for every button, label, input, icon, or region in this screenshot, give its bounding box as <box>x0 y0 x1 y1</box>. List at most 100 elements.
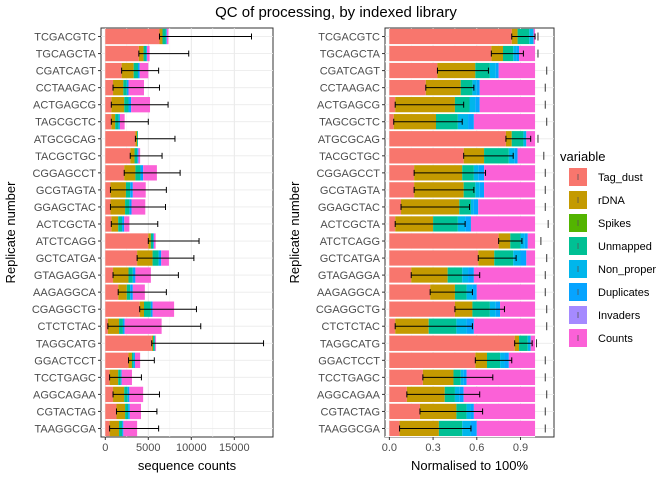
legend-entry-label: rDNA <box>598 195 626 207</box>
legend-entry-label: Invaders <box>598 310 641 322</box>
bar-segment <box>480 182 484 197</box>
bar-segment <box>389 284 430 299</box>
legend-entry-label: Unmapped <box>598 241 652 253</box>
y-tick-label: GTAGAGGA <box>34 270 97 282</box>
bar-segment <box>468 114 474 129</box>
y-tick-label: GCTCATGA <box>36 253 97 265</box>
bar-segment <box>389 80 425 95</box>
y-tick-label: ACTGAGCG <box>33 100 96 112</box>
bar-segment <box>389 29 511 44</box>
bar-segment <box>484 182 535 197</box>
bar-segment <box>520 250 526 265</box>
bar-segment <box>105 302 139 317</box>
bar-segment <box>105 114 111 129</box>
bar-segment <box>490 63 496 78</box>
panel-normalised: TCGACGTCTGCAGCTACGATCAGTCCTAAGACACTGAGCG… <box>287 28 554 473</box>
bar-segment <box>105 131 135 146</box>
bar-segment <box>389 114 393 129</box>
bar-segment <box>389 199 401 214</box>
bar-segment <box>389 370 423 385</box>
x-tick-label: 0.0 <box>382 442 397 454</box>
y-tick-label: GCTCATGA <box>320 253 381 265</box>
bar-segment <box>105 97 111 112</box>
bar-segment <box>389 353 475 368</box>
bar-segment <box>389 267 411 282</box>
bar-segment <box>389 250 478 265</box>
y-axis-label: Replicate number <box>3 181 18 284</box>
panel-sequence-counts: TCGACGTCTGCAGCTACGATCAGTCCTAAGACACTGAGCG… <box>3 28 273 473</box>
y-tick-label: CGTACTAG <box>37 406 96 418</box>
y-tick-label: CGTACTAG <box>321 406 380 418</box>
y-tick-label: ATCTCAGG <box>36 236 96 248</box>
bar-segment <box>471 199 474 214</box>
bar-segment <box>472 284 476 299</box>
bar-segment <box>389 46 491 61</box>
bar-segment <box>105 353 128 368</box>
legend-entry-label: Non_proper <box>598 264 656 276</box>
y-tick-label: ATGCGCAG <box>34 134 96 146</box>
y-tick-label: TAAGGCGA <box>34 423 96 435</box>
y-tick-label: CGAGGCTG <box>32 304 96 316</box>
bar-segment <box>389 148 463 163</box>
bar-segment <box>478 199 535 214</box>
y-tick-label: TCCTGAGC <box>34 372 96 384</box>
y-tick-label: TAGGCATG <box>320 338 380 350</box>
y-tick-label: CTCTCTAC <box>322 321 381 333</box>
x-tick-label: 15000 <box>219 442 250 454</box>
bar-segment <box>105 46 139 61</box>
bar-segment <box>105 250 137 265</box>
bar-segment <box>105 63 121 78</box>
bar-segment <box>499 63 535 78</box>
legend-entry-label: Counts <box>598 333 633 345</box>
bar-segment <box>105 387 113 402</box>
bar-segment <box>389 421 399 436</box>
bar-segment <box>470 97 476 112</box>
bar-segment <box>526 250 535 265</box>
y-tick-label: TGCAGCTA <box>320 49 381 61</box>
bar-segment <box>474 267 535 282</box>
legend-entry-label: Spikes <box>598 218 632 230</box>
bar-segment <box>105 233 148 248</box>
bar-segment <box>389 302 455 317</box>
bar-segment <box>389 97 395 112</box>
bar-segment <box>471 216 535 231</box>
y-tick-label: AGGCAGAA <box>317 389 381 401</box>
y-tick-label: AGGCAGAA <box>33 389 97 401</box>
bar-segment <box>477 80 480 95</box>
y-tick-label: CGATCAGT <box>320 66 381 78</box>
y-tick-label: GGAGCTAC <box>34 202 96 214</box>
y-tick-label: TAAGGCGA <box>318 423 380 435</box>
chart-title: QC of processing, by indexed library <box>215 4 457 21</box>
bar-segment <box>105 216 111 231</box>
x-axis-label: sequence counts <box>138 458 237 473</box>
y-tick-label: TCGACGTC <box>318 32 380 44</box>
y-tick-label: ACTGAGCG <box>317 100 380 112</box>
y-tick-label: CGAGGCTG <box>316 304 380 316</box>
bar-segment <box>105 80 113 95</box>
bar-segment <box>475 97 479 112</box>
bar-segment <box>528 233 535 248</box>
y-tick-label: ATCTCAGG <box>320 236 380 248</box>
x-axis-label: Normalised to 100% <box>411 458 528 473</box>
x-tick-label: 10000 <box>176 442 207 454</box>
bar-segment <box>474 114 535 129</box>
bar-segment <box>105 182 110 197</box>
bar-segment <box>389 131 506 146</box>
bar-segment <box>389 216 395 231</box>
bar-segment <box>105 165 124 180</box>
y-tick-label: TAGCGCTC <box>319 117 380 129</box>
bar-segment <box>389 63 437 78</box>
legend: variable Tag_dustrDNASpikesUnmappedNon_p… <box>560 149 656 347</box>
y-tick-label: TCCTGAGC <box>318 372 380 384</box>
y-tick-label: ACTCGCTA <box>320 219 380 231</box>
legend-entry-label: Duplicates <box>598 287 650 299</box>
bar-segment <box>525 233 528 248</box>
bar-segment <box>105 370 109 385</box>
y-tick-label: ACTCGCTA <box>36 219 96 231</box>
y-tick-label: GCGTAGTA <box>320 185 381 197</box>
bar-segment <box>105 267 113 282</box>
y-tick-label: TACGCTGC <box>35 151 96 163</box>
y-tick-label: TACGCTGC <box>319 151 380 163</box>
bar-segment <box>105 199 110 214</box>
